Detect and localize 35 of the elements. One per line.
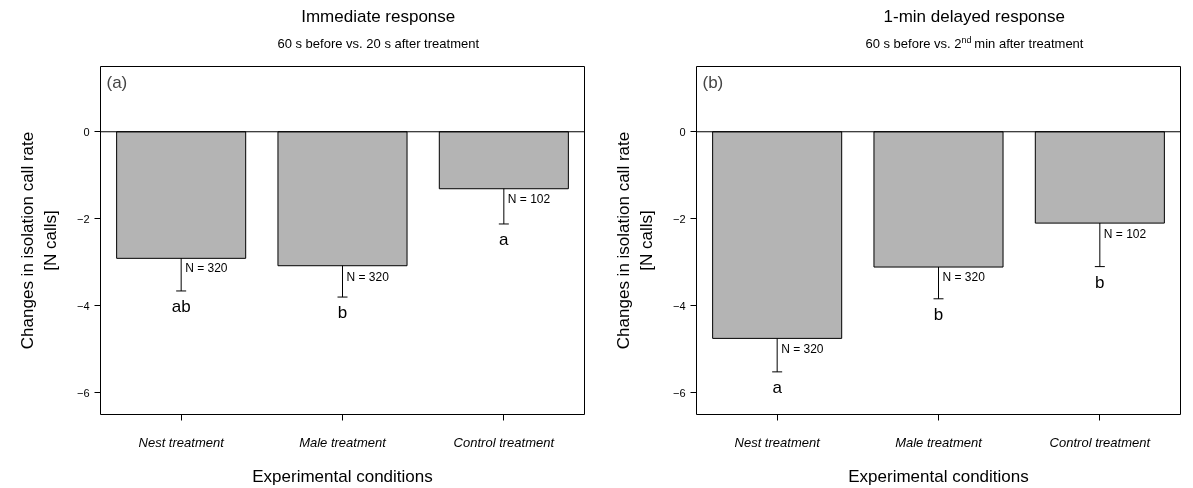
x-tick-label: Control treatment — [1049, 434, 1152, 450]
y-tick-label: 0 — [83, 125, 90, 138]
annotation: a — [772, 377, 783, 397]
annotation: N = 320 — [346, 270, 390, 285]
y-tick-label: −6 — [76, 386, 90, 399]
annotation: (b) — [702, 73, 724, 92]
chart-title: 1-min delayed response — [883, 6, 1065, 26]
y-axis-title: Changes in isolation call rate [N calls] — [614, 131, 656, 350]
x-tick-label: Nest treatment — [734, 434, 822, 450]
annotation: a — [499, 229, 510, 249]
annotation: N = 102 — [507, 192, 551, 207]
chart-subtitle: 60 s before vs. 20 s after treatment — [277, 35, 480, 51]
x-tick-label: Nest treatment — [138, 434, 226, 450]
annotation: N = 320 — [185, 261, 228, 276]
annotation: N = 320 — [781, 342, 824, 357]
chart-title: Immediate response — [301, 6, 456, 26]
annotation: N = 320 — [942, 270, 986, 285]
annotation: ab — [171, 296, 191, 316]
y-tick-label: −4 — [672, 299, 686, 312]
y-tick-label: −2 — [76, 212, 90, 225]
x-tick-label: Control treatment — [453, 434, 556, 450]
annotation: (a) — [106, 73, 128, 92]
x-tick-label: Male treatment — [895, 434, 984, 450]
x-axis-title: Experimental conditions — [848, 466, 1029, 486]
y-tick-label: −4 — [76, 299, 90, 312]
annotation: b — [1095, 272, 1105, 292]
annotation: b — [337, 303, 348, 323]
x-tick-label: Male treatment — [299, 434, 388, 450]
y-axis-title: Changes in isolation call rate [N calls] — [18, 131, 60, 350]
x-axis-title: Experimental conditions — [252, 466, 433, 486]
y-tick-label: 0 — [679, 125, 686, 138]
annotation: N = 102 — [1103, 226, 1147, 241]
y-tick-label: −6 — [672, 386, 686, 399]
y-tick-label: −2 — [672, 212, 686, 225]
annotation: b — [933, 304, 944, 324]
